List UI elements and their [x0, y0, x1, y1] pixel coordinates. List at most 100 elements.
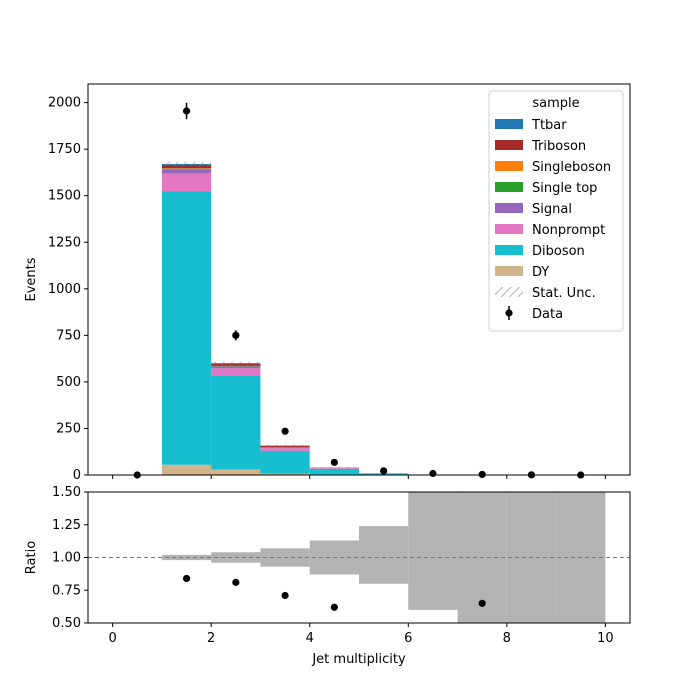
legend-entry: Diboson: [495, 244, 585, 259]
ratio-point: [232, 578, 240, 586]
legend-label: Singleboson: [532, 160, 611, 175]
y-tick-label: 500: [56, 375, 81, 390]
legend-title: sample: [532, 96, 579, 111]
bar-segment: [260, 448, 310, 451]
data-point: [380, 467, 388, 475]
stat-unc-box: [309, 466, 359, 469]
ratio-y-tick-label: 0.75: [52, 583, 81, 598]
y-tick-label: 1500: [48, 189, 81, 204]
legend-entry: Ttbar: [495, 118, 567, 133]
bar-segment: [260, 445, 310, 448]
ratio-unc-band: [408, 492, 458, 610]
x-tick-label: 2: [207, 631, 215, 646]
stat-unc-box: [161, 161, 212, 167]
legend-swatch: [495, 161, 523, 171]
bar-segment: [161, 191, 212, 465]
ratio-unc-band: [359, 526, 409, 584]
ratio-panel: 0.50 0.75 1.00 1.25 1.50 0 2 4 6 8 10 Ratio Jet mult…: [24, 485, 631, 667]
legend-entry: DY: [495, 265, 549, 280]
bar-segment: [211, 469, 261, 475]
bar-segment: [260, 447, 310, 449]
legend-label: Data: [532, 307, 563, 322]
ratio-point: [281, 591, 289, 600]
ratio-point: [330, 603, 338, 611]
ratio-point: [182, 574, 191, 583]
series-singleboson: [161, 168, 261, 367]
bar-segment: [161, 173, 212, 192]
main-axes-frame: [87, 83, 631, 476]
ratio-y-tick-label: 1.50: [52, 485, 81, 500]
bar-segment: [161, 168, 212, 170]
series-single-top: [161, 168, 310, 448]
bar-segment: [309, 468, 359, 475]
series-signal: [161, 169, 359, 469]
legend-label: Signal: [532, 202, 572, 217]
legend-label: DY: [532, 265, 549, 280]
bar-segment: [260, 450, 310, 474]
y-tick-label: 250: [56, 421, 81, 436]
legend-entry: Nonprompt: [495, 223, 605, 238]
y-axis-label: Events: [24, 257, 39, 301]
legend-entry: Singleboson: [495, 160, 611, 175]
legend-swatch: [495, 224, 523, 234]
legend-entry: Single top: [495, 181, 597, 196]
stat-unc-box: [260, 444, 310, 447]
series-diboson: [161, 191, 507, 475]
legend-entry: Data: [505, 306, 563, 322]
bar-segment: [309, 468, 359, 469]
legend-label: Triboson: [531, 139, 586, 154]
x-axis-label: Jet multiplicity: [311, 652, 406, 667]
ratio-point: [478, 599, 486, 607]
y-tick-label: 1000: [48, 282, 81, 297]
data-point: [429, 469, 437, 478]
y-tick-label: 750: [56, 328, 81, 343]
y-tick-label: 1750: [48, 142, 81, 157]
legend-swatch: [495, 182, 523, 192]
data-point: [182, 107, 191, 115]
legend-swatch: [495, 266, 523, 276]
data-point: [478, 470, 486, 479]
bar-segment: [211, 366, 261, 369]
x-tick-label: 10: [597, 631, 614, 646]
main-panel: 0 250 500 750 1000 1250 1500 1750 2000 Events: [24, 83, 631, 483]
ratio-y-tick-label: 0.50: [52, 616, 81, 631]
legend-entry: Triboson: [495, 139, 586, 154]
legend: sample Ttbar Triboson Singleboson Single top…: [488, 90, 624, 332]
y-tick-label: 0: [73, 468, 81, 483]
legend-swatch: [495, 287, 523, 297]
x-tick-label: 8: [503, 631, 511, 646]
legend-swatch: [495, 245, 523, 255]
bar-segment: [211, 375, 261, 470]
bar-segment: [211, 368, 261, 376]
legend-marker: [505, 309, 513, 317]
bar-segment: [211, 363, 261, 366]
legend-label: Diboson: [532, 244, 585, 259]
bar-segment: [161, 464, 212, 475]
bar-segment: [260, 473, 310, 475]
data-points: [133, 102, 585, 479]
legend-swatch: [495, 119, 523, 129]
x-tick-label: 6: [404, 631, 412, 646]
y-tick-label: 2000: [48, 96, 81, 111]
ratio-y-tick-label: 1.25: [52, 518, 81, 533]
legend-swatch: [495, 140, 523, 150]
x-tick-label: 0: [108, 631, 116, 646]
legend-label: Ttbar: [531, 118, 567, 133]
bar-segment: [161, 164, 212, 169]
legend-label: Single top: [532, 181, 597, 196]
y-tick-label: 1250: [48, 235, 81, 250]
stat-unc-box: [211, 361, 261, 365]
data-point: [330, 458, 338, 466]
ratio-y-tick-label: 1.00: [52, 551, 81, 566]
legend-entry: Stat. Unc.: [495, 286, 596, 301]
legend-label: Stat. Unc.: [532, 286, 596, 301]
x-tick-label: 4: [306, 631, 314, 646]
legend-label: Nonprompt: [532, 223, 605, 238]
legend-entry: Signal: [495, 202, 572, 217]
data-point: [281, 427, 289, 435]
bar-segment: [161, 169, 212, 174]
data-point: [232, 331, 240, 339]
legend-swatch: [495, 203, 523, 213]
ratio-y-axis-label: Ratio: [24, 541, 39, 574]
